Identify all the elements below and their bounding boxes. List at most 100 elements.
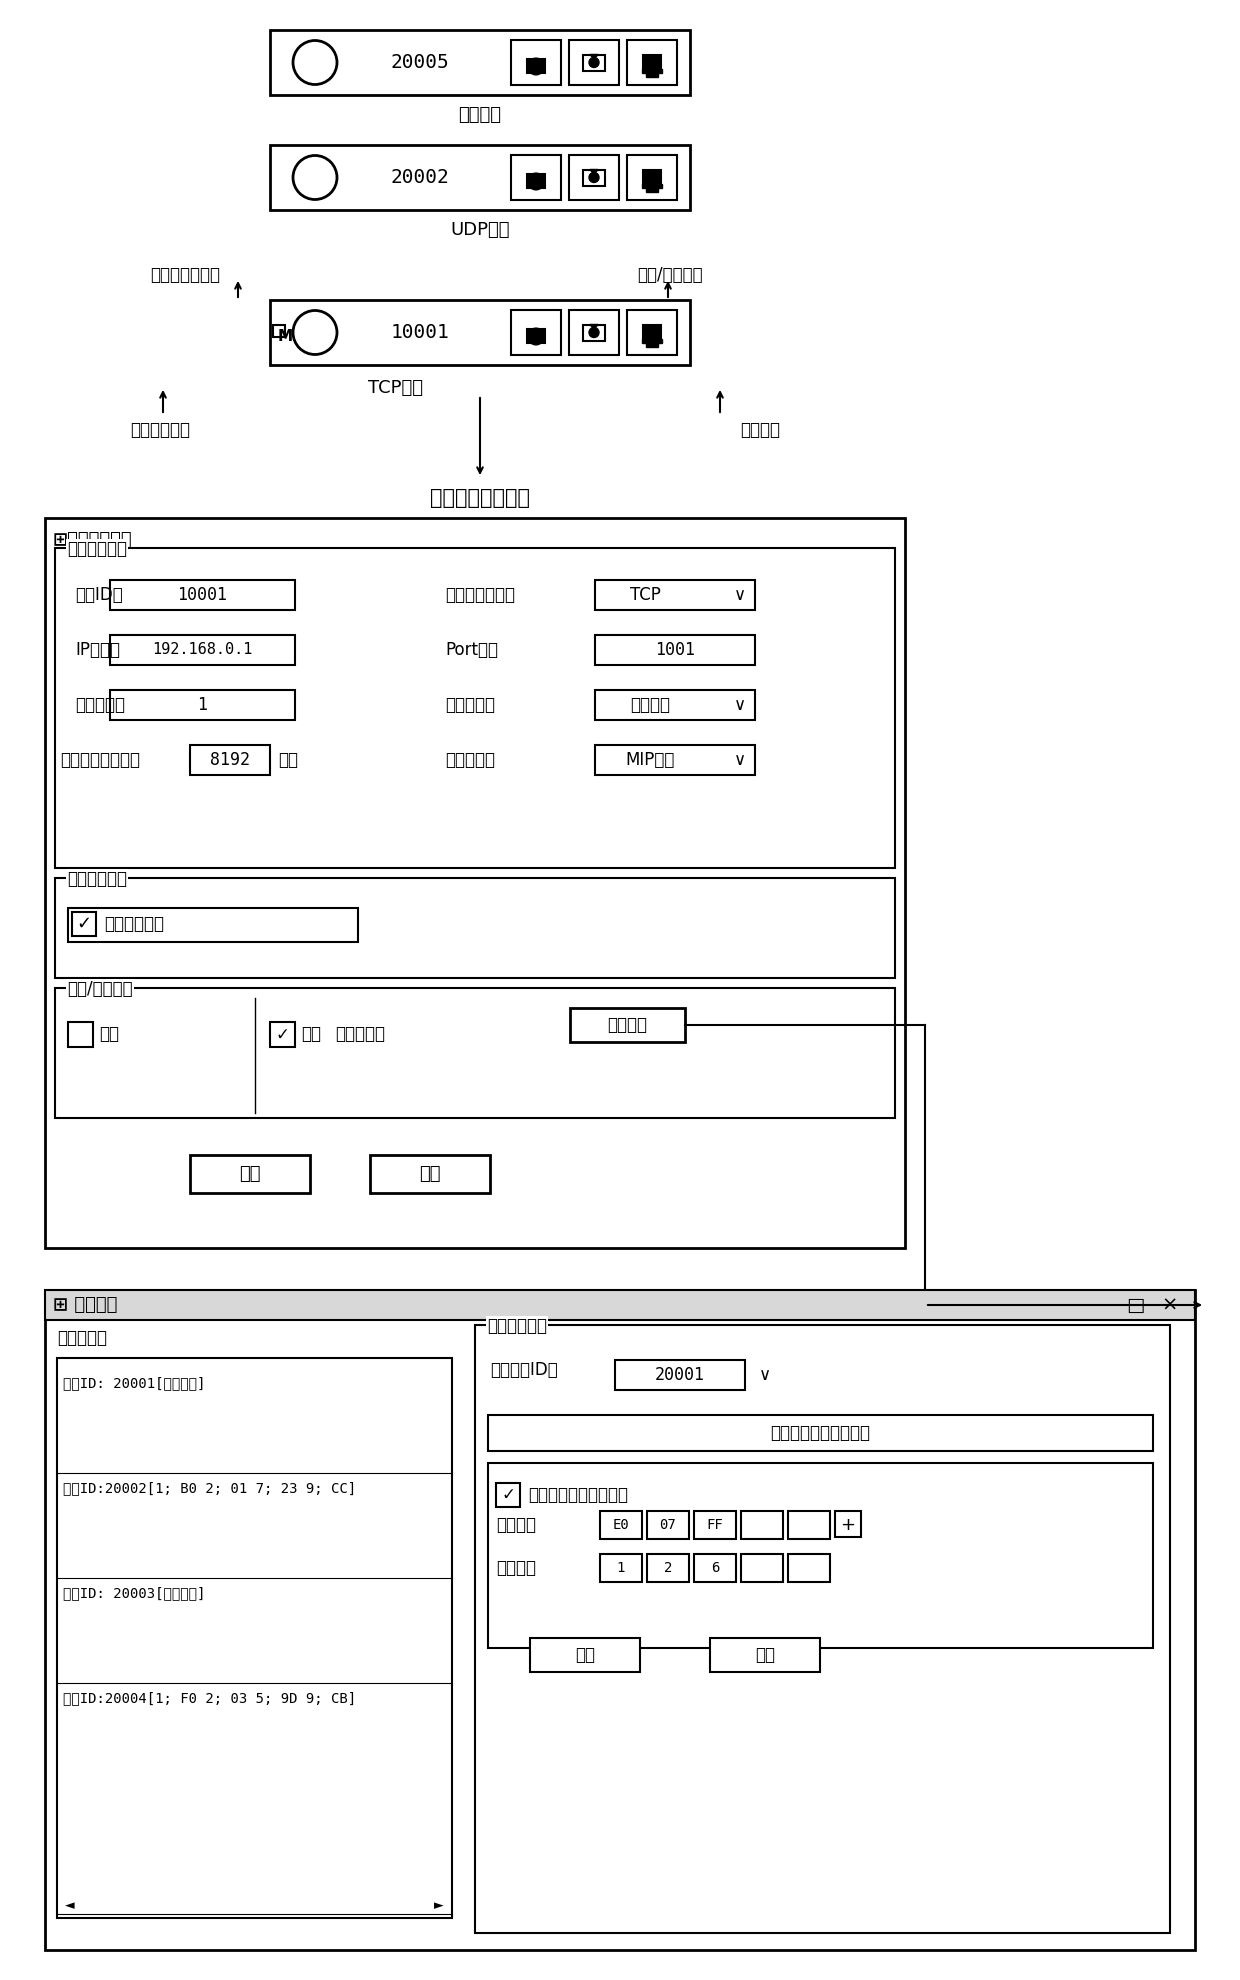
Bar [370,1154,490,1194]
Text: +: + [841,1517,856,1534]
Text: ✓: ✓ [501,1487,515,1505]
Bar [72,913,95,937]
Bar [583,170,605,186]
Text: 主上位机标记: 主上位机标记 [130,422,190,440]
Text: 2: 2 [663,1560,672,1574]
Text: 192.168.0.1: 192.168.0.1 [153,642,253,657]
Text: 目标ID: 20003[全部报文]: 目标ID: 20003[全部报文] [63,1586,206,1600]
Bar [600,1554,642,1582]
Bar [527,329,546,343]
Text: 字节: 字节 [278,750,298,768]
Bar [489,1463,1153,1647]
Bar [595,744,755,774]
Text: ◄: ◄ [64,1899,74,1913]
Text: 依据关键字节订阅报文: 依据关键字节订阅报文 [528,1487,627,1505]
Text: 20005: 20005 [391,53,449,71]
Circle shape [589,172,599,182]
Bar [110,580,295,610]
Bar [270,145,689,210]
Text: 删除终端: 删除终端 [740,422,780,440]
Bar [511,40,560,85]
Text: E0: E0 [613,1519,630,1533]
Bar [190,744,270,774]
Text: 10001: 10001 [177,586,227,604]
Circle shape [528,174,544,190]
Text: 启用/禁用终端: 启用/禁用终端 [637,265,703,283]
Bar [595,636,755,665]
Bar [647,1554,689,1582]
Bar [646,73,658,77]
Text: 1: 1 [197,697,207,715]
Text: ►: ► [434,1899,444,1913]
Bar [570,1008,684,1041]
Text: ×: × [1162,1295,1178,1315]
Text: Port口：: Port口： [445,642,498,659]
Bar [711,1637,820,1671]
Bar [110,689,295,721]
Text: 目标ID: 20001[全部报文]: 目标ID: 20001[全部报文] [63,1376,206,1390]
Text: ∨: ∨ [734,750,746,768]
Bar [642,339,662,343]
Bar [569,154,619,200]
Text: 20001: 20001 [655,1366,706,1384]
Circle shape [293,40,337,85]
Bar [529,1637,640,1671]
Text: 设备角色：: 设备角色： [445,697,495,715]
Text: 通信模式设置: 通信模式设置 [67,869,126,887]
Circle shape [293,311,337,354]
Text: 10001: 10001 [391,323,449,343]
Bar [270,30,689,95]
Text: 目标ID:20002[1; B0 2; 01 7; 23 9; CC]: 目标ID:20002[1; B0 2; 01 7; 23 9; CC] [63,1481,356,1495]
Text: 子网编号：: 子网编号： [74,697,125,715]
Text: 口订阅该设备全部报文: 口订阅该设备全部报文 [770,1424,870,1441]
Text: 数据接收池容量：: 数据接收池容量： [60,750,140,768]
Text: ∨: ∨ [734,697,746,715]
Bar [511,154,560,200]
Text: 设备ID：: 设备ID： [74,586,123,604]
Bar [45,519,905,1247]
Bar [787,1554,830,1582]
Text: ✓: ✓ [275,1026,289,1043]
Bar [644,55,661,69]
Text: M: M [278,329,293,345]
Text: —: — [1090,1295,1110,1315]
Bar [270,1022,295,1047]
Bar [583,325,605,341]
Bar [527,174,546,188]
Text: 取消: 取消 [419,1164,440,1182]
Text: 订阅列表: 订阅列表 [608,1016,647,1034]
Bar [489,1416,1153,1451]
Polygon shape [590,325,598,329]
Bar [627,40,677,85]
Text: 目标ID:20004[1; F0 2; 03 5; 9D 9; CB]: 目标ID:20004[1; F0 2; 03 5; 9D 9; CB] [63,1691,356,1705]
Bar [583,55,605,71]
Bar [646,343,658,346]
Text: TCP终端: TCP终端 [367,378,423,398]
Bar [569,311,619,354]
Text: UDP终端: UDP终端 [450,222,510,240]
Text: ∨: ∨ [759,1366,771,1384]
Text: 8192: 8192 [210,750,250,768]
Text: ⊞ 订阅列表: ⊞ 订阅列表 [53,1297,118,1315]
Bar [110,636,295,665]
Text: 串口终端: 串口终端 [459,107,501,125]
Text: 编辑订阅目标: 编辑订阅目标 [487,1317,547,1335]
Bar [615,1360,745,1390]
Text: 6: 6 [711,1560,719,1574]
Text: 订阅: 订阅 [301,1026,321,1043]
Bar [270,301,689,364]
Text: 20002: 20002 [391,168,449,186]
Bar [644,325,661,339]
Text: IP地址：: IP地址： [74,642,120,659]
Text: 07: 07 [660,1519,676,1533]
Bar [627,311,677,354]
Text: 订阅目标：: 订阅目标： [335,1026,384,1043]
Bar [742,1511,782,1538]
Text: 终端可通信状态: 终端可通信状态 [150,265,219,283]
Circle shape [528,329,544,345]
Text: 发布: 发布 [99,1026,119,1043]
Bar [569,40,619,85]
Text: 1: 1 [616,1560,625,1574]
Circle shape [293,156,337,200]
Circle shape [589,327,599,337]
